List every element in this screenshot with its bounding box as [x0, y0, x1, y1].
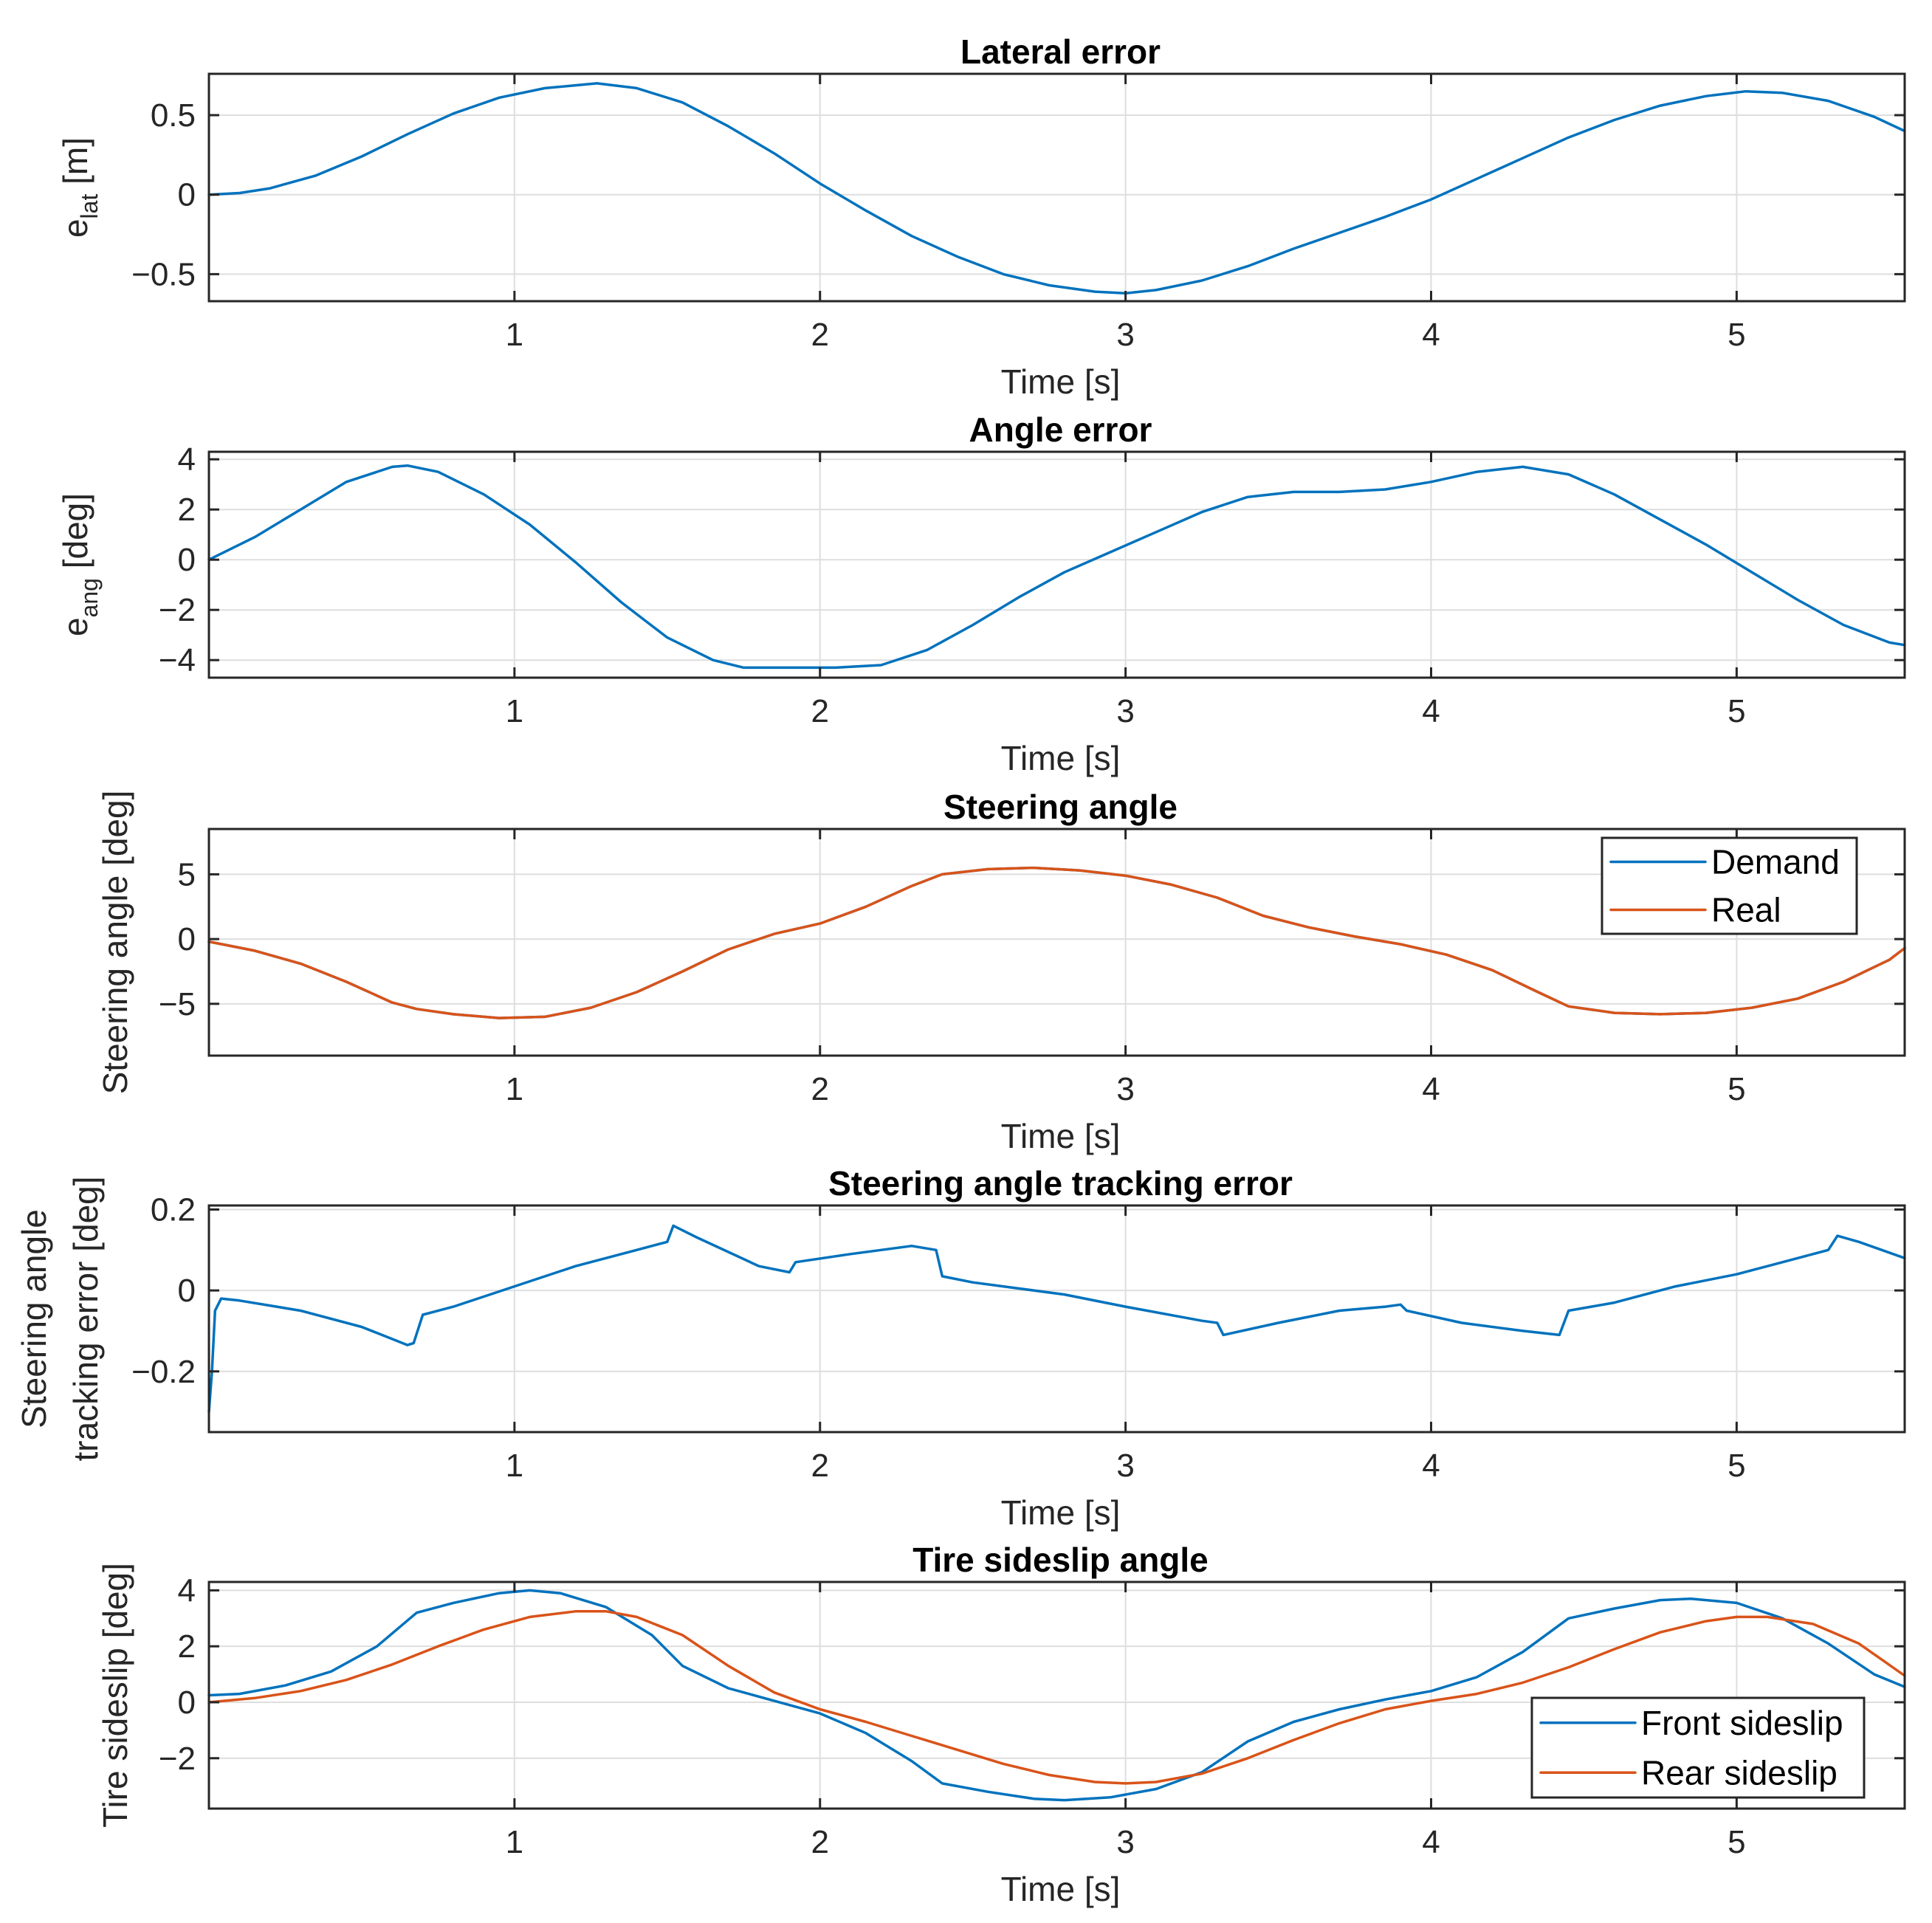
x-tick-label: 3 [1116, 317, 1134, 353]
y-axis-label-main: e [56, 219, 94, 238]
y-axis-label: Steering angle [deg] [96, 791, 134, 1095]
x-tick-label: 3 [1116, 693, 1134, 729]
y-tick-label: 0 [178, 542, 196, 578]
x-axis-label: Time [s] [1001, 739, 1121, 777]
x-axis-label: Time [s] [1001, 1117, 1121, 1155]
y-tick-label: 2 [178, 492, 196, 528]
y-tick-label: 2 [178, 1628, 196, 1665]
x-tick-label: 4 [1422, 1824, 1440, 1860]
chart-title: Lateral error [960, 32, 1161, 71]
legend-label: Front sideslip [1641, 1704, 1843, 1742]
subplot-2: 1 2 3 4 5 −4 −2 0 2 4 Angle error Time [s] eang [deg… [56, 410, 1906, 777]
y-tick-label: −2 [159, 592, 196, 628]
x-tick-label: 3 [1116, 1824, 1134, 1860]
y-axis-label-unit: [m] [56, 137, 94, 194]
subplot-5: 1 2 3 4 5 −2 0 2 4 Tire sideslip angle Time [s] Tir… [96, 1541, 1906, 1908]
x-tick-label: 1 [506, 317, 523, 353]
x-tick-label: 1 [506, 693, 523, 729]
x-tick-label: 2 [811, 1071, 829, 1107]
x-tick-label: 2 [811, 1448, 829, 1484]
x-tick-label: 5 [1728, 317, 1745, 353]
plot-area-frame [207, 828, 1906, 1057]
legend: Demand Real [1601, 836, 1858, 935]
legend-label: Demand [1711, 843, 1840, 881]
x-tick-label: 2 [811, 1824, 829, 1860]
x-tick-label: 3 [1116, 1448, 1134, 1484]
x-tick-label: 4 [1422, 693, 1440, 729]
y-tick-label: 5 [178, 856, 196, 892]
x-tick-label: 1 [506, 1448, 523, 1484]
plot-area-frame [207, 1204, 1906, 1434]
y-tick-label: 0.2 [151, 1191, 196, 1228]
y-tick-label: −0.5 [131, 256, 196, 292]
series-line-tracking-error [207, 1224, 1906, 1414]
x-tick-label: 4 [1422, 1071, 1440, 1107]
x-axis-label: Time [s] [1001, 362, 1121, 401]
series-line-rear-sideslip [207, 1610, 1906, 1785]
y-axis-label: eang [deg] [56, 493, 103, 636]
series-line-front-sideslip [207, 1589, 1906, 1802]
y-tick-label: 4 [178, 1572, 196, 1609]
y-tick-label: −5 [159, 986, 196, 1022]
plot-area-frame [207, 450, 1906, 679]
x-tick-label: 1 [506, 1071, 523, 1107]
y-axis-label-main: e [56, 617, 94, 636]
x-tick-label: 1 [506, 1824, 523, 1860]
chart-title: Angle error [969, 410, 1152, 449]
y-axis-label-subscript: lat [76, 194, 103, 219]
y-tick-label: −4 [159, 642, 196, 678]
legend-box [1601, 836, 1858, 935]
subplot-4: 1 2 3 4 5 −0.2 0 0.2 Steering angle tracking err… [15, 1164, 1906, 1532]
x-axis-label: Time [s] [1001, 1493, 1121, 1532]
y-axis-label: elat [m] [56, 137, 103, 238]
plot-area-frame [207, 72, 1906, 303]
chart-title: Tire sideslip angle [912, 1541, 1209, 1579]
subplot-1: 1 2 3 4 5 −0.5 0 0.5 Lateral error Time [s] elat [… [56, 32, 1906, 401]
y-tick-label: 4 [178, 441, 196, 478]
legend: Front sideslip Rear sideslip [1530, 1696, 1866, 1799]
x-tick-label: 3 [1116, 1071, 1134, 1107]
subplot-3: 1 2 3 4 5 −5 0 5 Steering angle Time [s] Steering … [96, 788, 1906, 1155]
y-axis-label-line-1: Steering angle [15, 1209, 53, 1428]
plot-area-frame [207, 1580, 1906, 1810]
chart-title: Steering angle [943, 788, 1178, 826]
y-axis-label-line-2: tracking error [deg] [66, 1176, 105, 1461]
x-tick-label: 4 [1422, 317, 1440, 353]
y-tick-label: 0 [178, 1685, 196, 1721]
legend-label: Rear sideslip [1641, 1753, 1838, 1792]
x-tick-label: 5 [1728, 693, 1745, 729]
chart-title: Steering angle tracking error [828, 1164, 1293, 1203]
x-tick-label: 2 [811, 693, 829, 729]
legend-box [1530, 1696, 1866, 1799]
y-axis-label-subscript: ang [76, 578, 103, 617]
legend-label: Real [1711, 891, 1781, 929]
y-axis-label: Tire sideslip [deg] [96, 1563, 134, 1828]
series-line-real [207, 866, 1906, 1019]
series-line-e-lat [207, 82, 1906, 295]
x-tick-label: 5 [1728, 1448, 1745, 1484]
y-axis-label-unit: [deg] [56, 493, 94, 578]
x-axis-label: Time [s] [1001, 1870, 1121, 1908]
y-tick-label: 0 [178, 921, 196, 957]
y-tick-label: 0 [178, 1273, 196, 1309]
y-tick-label: −0.2 [131, 1354, 196, 1390]
x-tick-label: 5 [1728, 1824, 1745, 1860]
x-tick-label: 2 [811, 317, 829, 353]
y-tick-label: 0.5 [151, 97, 196, 134]
x-tick-label: 4 [1422, 1448, 1440, 1484]
y-tick-label: −2 [159, 1741, 196, 1777]
y-tick-label: 0 [178, 177, 196, 213]
series-line-e-ang [207, 464, 1906, 670]
x-tick-label: 5 [1728, 1071, 1745, 1107]
